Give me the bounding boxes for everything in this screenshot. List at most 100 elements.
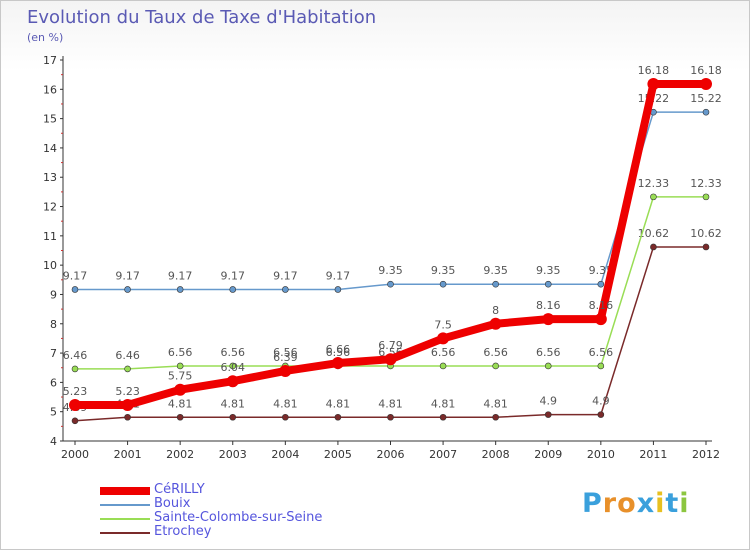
data-point xyxy=(650,193,657,201)
data-point xyxy=(331,357,344,370)
data-point xyxy=(334,286,342,293)
data-label: 6.56 xyxy=(221,346,246,359)
data-point xyxy=(439,362,447,370)
data-label: 4.81 xyxy=(378,397,403,410)
y-tick-label: 11 xyxy=(43,230,57,243)
data-point xyxy=(544,411,552,418)
legend-label: CéRILLY xyxy=(154,482,205,497)
data-point xyxy=(492,413,499,421)
data-label: 4.81 xyxy=(273,397,298,410)
x-tick-label: 2004 xyxy=(271,448,299,461)
data-label: 4.81 xyxy=(326,397,351,410)
legend-swatch xyxy=(100,532,150,534)
data-point xyxy=(69,398,81,411)
data-label: 16.18 xyxy=(690,64,722,77)
data-point xyxy=(544,280,552,288)
data-label: 6.56 xyxy=(326,346,351,359)
data-point xyxy=(279,364,292,377)
data-label: 6.56 xyxy=(483,346,508,359)
data-point xyxy=(282,286,289,293)
logo-letter: i xyxy=(679,488,690,519)
data-label: 4.81 xyxy=(221,397,246,410)
data-label: 9.35 xyxy=(431,264,456,277)
legend-swatch xyxy=(100,487,150,495)
data-label: 8.16 xyxy=(536,299,561,312)
x-tick-label: 2003 xyxy=(219,448,247,461)
y-tick-label: 6 xyxy=(50,376,57,389)
data-label: 6.56 xyxy=(273,346,298,359)
data-point xyxy=(174,383,187,396)
data-point xyxy=(71,286,79,293)
data-point xyxy=(229,362,237,370)
data-label: 4.9 xyxy=(592,395,610,408)
data-point xyxy=(71,417,79,425)
data-point xyxy=(226,375,239,388)
legend-label: Etrochey xyxy=(154,524,212,539)
data-label: 8 xyxy=(492,304,499,317)
x-tick-label: 2005 xyxy=(324,448,352,461)
y-tick-label: 7 xyxy=(50,347,57,360)
y-tick-label: 13 xyxy=(43,171,57,184)
data-label: 16.18 xyxy=(638,64,670,77)
data-label: 5.75 xyxy=(168,370,193,383)
data-label: 9.17 xyxy=(115,269,140,282)
data-label: 6.56 xyxy=(168,346,193,359)
data-label: 6.46 xyxy=(63,349,88,362)
data-point xyxy=(702,108,710,116)
data-point xyxy=(492,362,499,370)
y-tick-label: 9 xyxy=(50,288,57,301)
data-point xyxy=(334,413,342,421)
logo-letter: t xyxy=(665,488,680,519)
data-point xyxy=(597,362,605,370)
data-point xyxy=(489,317,502,330)
y-tick-label: 16 xyxy=(43,83,57,96)
logo-letter: o xyxy=(617,488,637,519)
data-label: 6.39 xyxy=(273,351,298,364)
data-point xyxy=(124,365,131,373)
data-label: 5.23 xyxy=(115,385,140,398)
data-point xyxy=(71,365,79,373)
data-point xyxy=(492,280,499,288)
data-point xyxy=(594,313,607,326)
data-point xyxy=(544,362,552,370)
data-label: 6.56 xyxy=(431,346,456,359)
y-tick-label: 10 xyxy=(43,259,57,272)
x-tick-label: 2002 xyxy=(166,448,194,461)
data-label: 6.56 xyxy=(589,346,614,359)
data-point xyxy=(387,280,394,288)
data-point xyxy=(176,413,184,421)
data-label: 4.9 xyxy=(540,395,558,408)
data-label: 5.23 xyxy=(63,385,88,398)
data-label: 8.16 xyxy=(589,299,614,312)
data-point xyxy=(647,78,660,91)
data-point xyxy=(700,78,712,91)
data-label: 4.81 xyxy=(431,397,456,410)
data-label: 15.22 xyxy=(690,92,722,105)
y-tick-label: 14 xyxy=(43,142,57,155)
data-point xyxy=(176,362,184,370)
data-label: 4.81 xyxy=(483,397,508,410)
legend-swatch xyxy=(100,518,150,520)
data-point xyxy=(124,286,131,293)
x-tick-label: 2006 xyxy=(377,448,405,461)
data-label: 9.35 xyxy=(483,264,508,277)
data-label: 9.35 xyxy=(536,264,561,277)
chart-unit-label: (en %) xyxy=(27,31,64,44)
data-point xyxy=(282,413,289,421)
logo-letter: i xyxy=(655,488,666,519)
x-tick-label: 2008 xyxy=(482,448,510,461)
x-tick-label: 2010 xyxy=(587,448,615,461)
data-point xyxy=(124,413,131,421)
logo-letter: P xyxy=(582,488,603,519)
data-point xyxy=(437,332,450,345)
data-point xyxy=(229,286,237,293)
logo-letter: x xyxy=(636,488,656,519)
y-tick-label: 12 xyxy=(43,201,57,214)
data-label: 9.17 xyxy=(273,269,298,282)
x-tick-label: 2011 xyxy=(639,448,667,461)
data-label: 12.33 xyxy=(690,177,722,190)
y-tick-label: 8 xyxy=(50,318,57,331)
data-point xyxy=(439,413,447,421)
data-point xyxy=(702,193,710,201)
